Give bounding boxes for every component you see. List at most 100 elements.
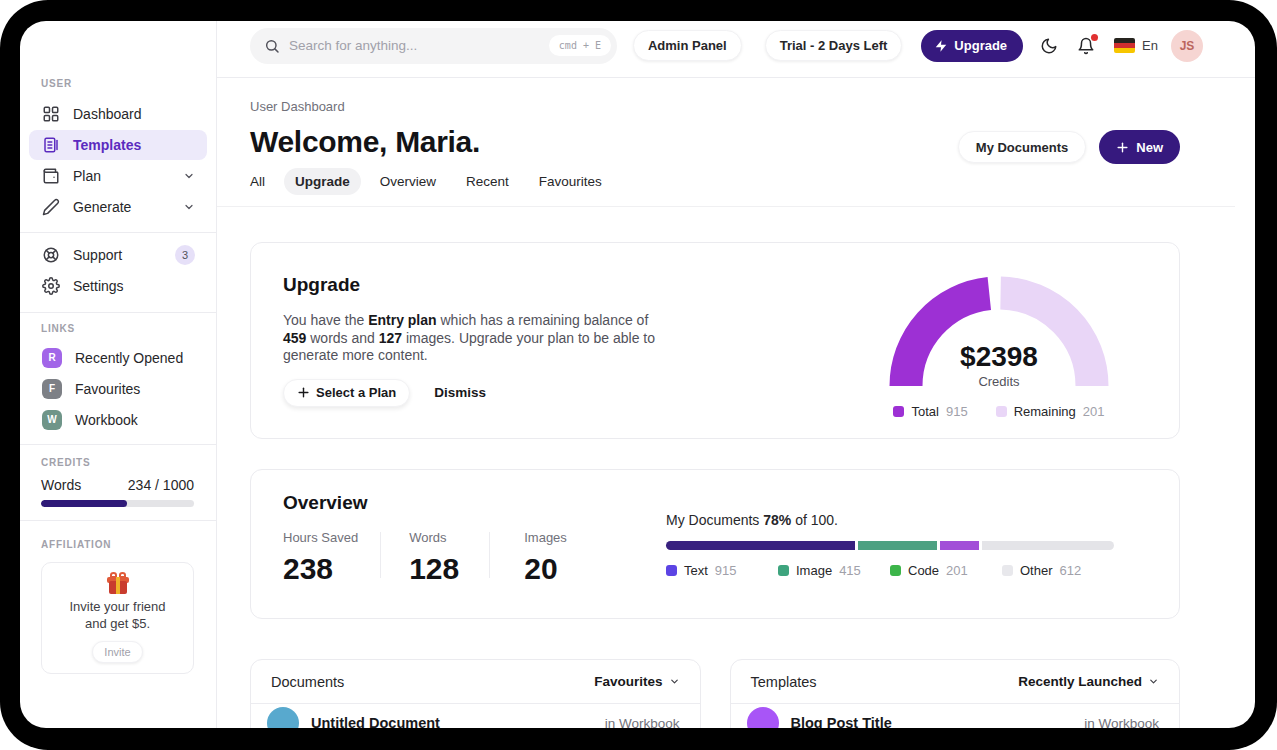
sidebar-item-label: Dashboard [73,106,142,122]
sidebar-item-generate[interactable]: Generate [29,192,207,222]
life-buoy-icon [42,246,60,264]
admin-panel-button[interactable]: Admin Panel [633,30,742,61]
device-frame: USER Dashboard Templates Plan Gener [0,0,1277,750]
credits-row: Words 234 / 1000 [41,477,194,493]
chevron-down-icon [183,201,195,213]
dismiss-button[interactable]: Dismiss [434,385,486,400]
templates-card: Templates Recently Launched Blog Post Ti… [730,659,1181,728]
sidebar-section-links: LINKS [41,323,216,334]
sidebar-item-settings[interactable]: Settings [29,271,207,301]
legend-total: Total 915 [893,404,967,419]
divider [20,444,216,445]
credits-value: 234 / 1000 [128,477,194,493]
credits-progress-track [41,500,194,507]
link-initial-badge: W [42,410,62,430]
credits-gauge: $2398 Credits Total 915 [889,274,1109,419]
sidebar-section-credits: CREDITS [41,457,216,468]
progress-legend: Text 915 Image 415 Cod [666,563,1114,578]
tab-overview[interactable]: Overview [369,168,447,195]
bar-segment-other [982,541,1114,550]
invite-button[interactable]: Invite [92,641,142,663]
search-icon [264,38,280,54]
topbar: Search for anything... cmd + E Admin Pan… [217,21,1255,78]
sidebar-item-plan[interactable]: Plan [29,161,207,191]
wallet-icon [42,167,60,185]
documents-filter-dropdown[interactable]: Favourites [594,674,679,689]
moon-icon [1040,37,1058,55]
template-meta: in Workbook [1084,716,1159,729]
new-button[interactable]: New [1099,130,1180,164]
overview-card-title: Overview [283,492,1179,514]
gauge-amount: $2398 [889,342,1109,372]
legend-code: Code 201 [890,563,1002,578]
stat-words: Words 128 [381,531,489,585]
legend-swatch [996,406,1007,417]
stat-hours-saved: Hours Saved 238 [283,531,380,585]
link-initial-badge: F [42,379,62,399]
template-title: Blog Post Title [791,715,892,728]
header-actions: My Documents New [958,130,1180,164]
page-title: Welcome, Maria. [250,126,613,158]
pen-icon [42,198,60,216]
document-row[interactable]: Untitled Document in Workbook [251,704,700,728]
divider [20,232,216,233]
divider [20,312,216,313]
bar-segment-image [858,541,937,550]
template-avatar [747,707,779,728]
documents-card: Documents Favourites Untitled Document i… [250,659,701,728]
templates-filter-dropdown[interactable]: Recently Launched [1018,674,1159,689]
sidebar: USER Dashboard Templates Plan Gener [20,21,217,728]
chevron-down-icon [183,170,195,182]
sidebar-item-label: Support [73,247,122,263]
search-placeholder: Search for anything... [289,38,549,53]
plus-icon [297,386,310,399]
sidebar-item-label: Generate [73,199,131,215]
cards-area: Upgrade You have the Entry plan which ha… [217,242,1255,728]
sidebar-item-dashboard[interactable]: Dashboard [29,99,207,129]
legend-image: Image 415 [778,563,890,578]
lightning-icon [934,39,948,53]
page-header: User Dashboard Welcome, Maria. All Upgra… [217,100,1235,207]
my-documents-button[interactable]: My Documents [958,131,1086,163]
gauge-legend: Total 915 Remaining 201 [889,404,1109,419]
breadcrumb: User Dashboard [250,100,613,114]
sidebar-link-workbook[interactable]: W Workbook [29,404,207,435]
sidebar-item-label: Templates [73,137,141,153]
grid-icon [42,105,60,123]
sidebar-item-templates[interactable]: Templates [29,130,207,160]
gauge-caption: Credits [889,374,1109,390]
search-input[interactable]: Search for anything... cmd + E [250,28,617,64]
tab-upgrade[interactable]: Upgrade [284,168,361,195]
credits-label: Words [41,477,81,493]
notifications-button[interactable] [1077,37,1095,55]
document-title: Untitled Document [311,715,440,728]
legend-other: Other 612 [1002,563,1114,578]
tab-favourites[interactable]: Favourites [528,168,613,195]
tabs: All Upgrade Overview Recent Favourites [239,168,613,195]
template-row[interactable]: Blog Post Title in Workbook [731,704,1180,728]
sidebar-item-support[interactable]: Support 3 [29,240,207,270]
tab-recent[interactable]: Recent [455,168,520,195]
sidebar-item-label: Plan [73,168,101,184]
tab-all[interactable]: All [239,168,276,195]
select-plan-button[interactable]: Select a Plan [283,379,410,407]
sidebar-item-label: Settings [73,278,124,294]
avatar[interactable]: JS [1171,30,1203,62]
dark-mode-toggle[interactable] [1040,37,1058,55]
documents-card-title: Documents [271,674,344,690]
sidebar-nav-secondary: Support 3 Settings [20,240,216,301]
sidebar-link-favourites[interactable]: F Favourites [29,373,207,404]
sidebar-link-label: Favourites [75,381,140,397]
sidebar-nav: Dashboard Templates Plan Generate [20,99,216,222]
topbar-right: Admin Panel Trial - 2 Days Left Upgrade [633,30,1203,62]
upgrade-button[interactable]: Upgrade [921,30,1023,62]
sidebar-link-recently-opened[interactable]: R Recently Opened [29,342,207,373]
gear-icon [42,277,60,295]
gift-icon [107,572,129,594]
german-flag-icon[interactable] [1114,38,1135,53]
language-label[interactable]: En [1142,38,1158,53]
credits-progress-fill [41,500,127,507]
trial-button[interactable]: Trial - 2 Days Left [765,30,903,61]
affiliation-text: Invite your friend and get $5. [50,598,185,632]
chevron-down-icon [669,676,680,687]
